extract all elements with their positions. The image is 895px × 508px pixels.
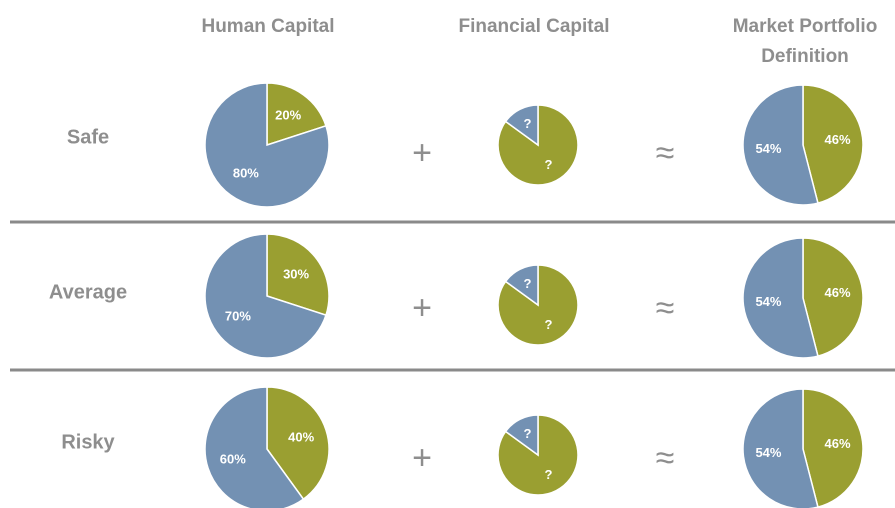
slice-label: ? [545, 157, 553, 172]
pie-slice [504, 104, 539, 147]
pie-slice [266, 82, 327, 147]
slice-label: ? [523, 426, 531, 441]
slice-label: 54% [755, 445, 781, 460]
header-line: Market Portfolio [733, 16, 878, 37]
row-label: Average [49, 281, 127, 303]
slice-label: 40% [288, 429, 314, 444]
operator: + [412, 134, 432, 172]
slice-label: 46% [825, 436, 851, 451]
row-label: Safe [67, 126, 109, 148]
pie-slice [504, 414, 539, 457]
slice-label: ? [545, 467, 553, 482]
pie-slice [204, 386, 305, 508]
pie-slice [204, 233, 327, 359]
column-header: Financial Capital [459, 16, 610, 37]
slice-label: 20% [275, 107, 301, 122]
pie-slice [204, 82, 330, 208]
pie-slice [742, 388, 819, 508]
slice-label: 54% [755, 294, 781, 309]
pie-slice [802, 84, 864, 205]
slice-label: 80% [233, 166, 259, 181]
slice-label: 70% [225, 309, 251, 324]
pie-slice [802, 237, 864, 358]
column-header: Human Capital [201, 16, 334, 37]
slice-label: 30% [283, 266, 309, 281]
slice-label: ? [523, 116, 531, 131]
pie-slice [266, 233, 330, 317]
column-header: Market Portfolio Definition [733, 16, 878, 67]
slice-label: ? [523, 276, 531, 291]
pie-slice [504, 264, 539, 307]
pie-slice [266, 386, 330, 501]
pie-slice [802, 388, 864, 508]
row-label: Risky [61, 431, 115, 453]
operator: + [412, 439, 432, 477]
pie-slice [742, 237, 819, 359]
slice-label: 60% [220, 452, 246, 467]
operator: ≈ [656, 134, 675, 172]
slice-label: 46% [825, 285, 851, 300]
slice-label: 54% [755, 141, 781, 156]
operator: + [412, 289, 432, 327]
operator: ≈ [656, 289, 675, 327]
slice-label: 46% [825, 132, 851, 147]
operator: ≈ [656, 439, 675, 477]
slice-label: ? [545, 317, 553, 332]
pie-slice [742, 84, 819, 206]
header-line: Definition [761, 46, 849, 67]
